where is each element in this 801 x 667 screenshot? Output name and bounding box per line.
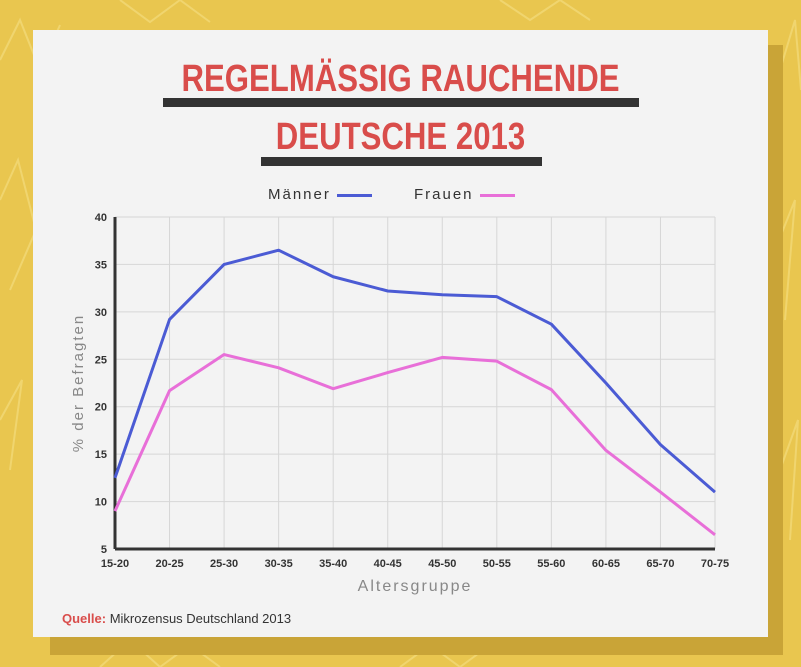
y-axis-title: % der Befragten: [70, 314, 87, 452]
x-tick-label: 40-45: [374, 558, 402, 570]
legend-label-frauen: Frauen: [414, 186, 474, 203]
y-tick-label: 15: [95, 449, 107, 461]
x-axis-title: Altersgruppe: [358, 578, 473, 595]
x-tick-label: 45-50: [428, 558, 456, 570]
x-tick-label: 35-40: [319, 558, 347, 570]
y-tick-label: 20: [95, 402, 107, 414]
series-line-frauen: [113, 353, 716, 536]
chart-title-line-2: DEUTSCHE 2013: [275, 116, 526, 158]
x-tick-label: 55-60: [537, 558, 565, 570]
source-text: Mikrozensus Deutschland 2013: [109, 611, 292, 626]
source-note: Quelle: Mikrozensus Deutschland 2013: [62, 611, 291, 626]
y-tick-label: 5: [101, 544, 107, 556]
y-tick-label: 25: [95, 354, 107, 366]
x-tick-label: 70-75: [701, 558, 729, 570]
x-tick-label: 65-70: [646, 558, 674, 570]
y-tick-label: 30: [95, 307, 107, 319]
legend-label-maenner: Männer: [268, 186, 331, 203]
legend-swatch-frauen: [480, 194, 515, 197]
x-tick-label: 15-20: [101, 558, 129, 570]
x-tick-label: 60-65: [592, 558, 620, 570]
chart-title-line-1: REGELMÄSSIG RAUCHENDE: [181, 58, 620, 100]
card: [33, 30, 768, 637]
x-tick-label: 30-35: [265, 558, 293, 570]
x-tick-label: 20-25: [155, 558, 183, 570]
x-tick-label: 25-30: [210, 558, 238, 570]
y-tick-label: 35: [95, 259, 107, 271]
legend-swatch-maenner: [337, 194, 372, 197]
y-tick-label: 10: [95, 497, 107, 509]
y-tick-label: 40: [95, 212, 107, 224]
title-underline-2: [261, 157, 542, 166]
title-underline-1: [163, 98, 639, 107]
x-tick-label: 50-55: [483, 558, 511, 570]
series-line-maenner: [113, 248, 716, 494]
source-label: Quelle:: [62, 611, 107, 626]
